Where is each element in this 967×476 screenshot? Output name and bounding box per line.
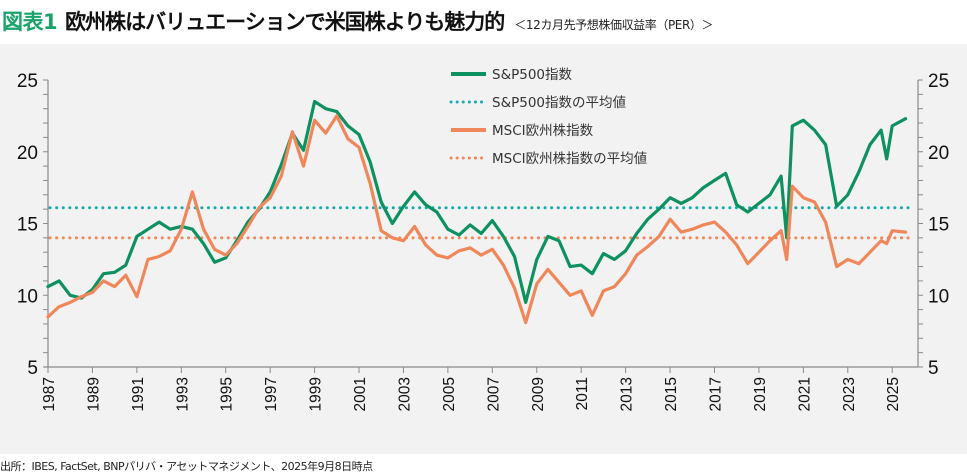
y-tick-label-right: 15 xyxy=(928,215,949,236)
y-tick-label-left: 25 xyxy=(17,71,38,92)
x-tick-label: 2003 xyxy=(396,377,413,411)
y-tick-label-right: 5 xyxy=(928,358,939,379)
figure-tag: 図表1 xyxy=(2,10,58,34)
y-tick-label-left: 10 xyxy=(17,286,38,307)
y-tick-label-left: 5 xyxy=(27,358,38,379)
x-tick-label: 1987 xyxy=(41,377,58,411)
chart-area: 5 5 10 10 15 15 20 20 25 25 1987 1989 1991 1993 1995 19… xyxy=(0,44,967,454)
y-tick-label-right: 10 xyxy=(928,286,949,307)
x-tick-label: 1999 xyxy=(308,377,325,411)
legend: S&P500指数 S&P500指数の平均値 MSCI欧州株指数 MSCI欧州株指… xyxy=(449,67,647,167)
x-tick-label: 2015 xyxy=(663,377,680,411)
legend-label-msci-europe: MSCI欧州株指数 xyxy=(492,123,594,139)
chart-title-row: 図表1 欧州株はバリュエーションで米国株よりも魅力的 ＜12カ月先予想株価収益率… xyxy=(2,6,714,42)
x-tick-label: 2019 xyxy=(752,377,769,411)
x-tick-label: 2021 xyxy=(796,377,813,411)
chart-subtitle: ＜12カ月先予想株価収益率（PER）＞ xyxy=(514,18,714,32)
x-tick-label: 1993 xyxy=(174,377,191,411)
x-tick-label: 1989 xyxy=(85,377,102,411)
series-line-msci-europe xyxy=(46,114,908,325)
y-tick-label-left: 15 xyxy=(17,215,38,236)
x-tick-label: 2005 xyxy=(441,377,458,411)
x-tick-label: 1995 xyxy=(219,377,236,411)
source-note: 出所：IBES, FactSet, BNPパリバ・アセットマネジメント、2025… xyxy=(0,460,373,473)
legend-label-sp500: S&P500指数 xyxy=(492,67,573,83)
series-lines xyxy=(46,99,908,325)
average-lines xyxy=(48,206,916,240)
legend-label-msci-europe-avg: MSCI欧州株指数の平均値 xyxy=(492,151,647,167)
y-tick-label-right: 20 xyxy=(928,143,949,164)
y-tick-label-left: 20 xyxy=(17,143,38,164)
x-tick-label: 2023 xyxy=(841,377,858,411)
series-line-sp500 xyxy=(46,99,908,304)
x-tick-label: 2007 xyxy=(485,377,502,411)
x-tick-label: 2009 xyxy=(530,377,547,411)
x-tick-label: 2001 xyxy=(352,377,369,411)
legend-label-sp500-avg: S&P500指数の平均値 xyxy=(492,95,626,111)
x-tick-label: 2011 xyxy=(574,377,591,410)
x-tick-label: 2013 xyxy=(619,377,636,411)
x-tick-label: 2017 xyxy=(707,377,724,411)
chart-title: 欧州株はバリュエーションで米国株よりも魅力的 xyxy=(65,10,505,34)
x-tick-label: 1991 xyxy=(130,377,147,411)
y-tick-label-right: 25 xyxy=(928,71,949,92)
x-tick-label: 2025 xyxy=(885,377,902,411)
x-tick-label: 1997 xyxy=(263,377,280,411)
